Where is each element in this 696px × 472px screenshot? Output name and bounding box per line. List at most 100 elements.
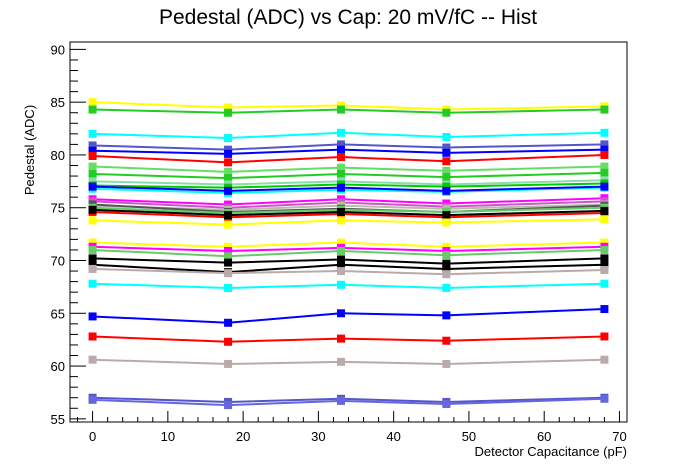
series-7 (88, 168, 609, 183)
data-point (88, 395, 97, 404)
data-point (88, 279, 97, 288)
y-tick-label: 80 (51, 148, 65, 163)
data-point (88, 254, 97, 263)
data-point (336, 207, 345, 216)
series-3 (88, 140, 609, 154)
series-23 (88, 254, 609, 268)
data-point (88, 312, 97, 321)
y-tick-label: 60 (51, 359, 65, 374)
data-point (600, 162, 609, 171)
series-line (92, 218, 605, 226)
data-point (600, 105, 609, 114)
x-tick-label: 70 (612, 429, 626, 444)
data-point (442, 283, 451, 292)
data-point (88, 162, 97, 171)
data-series (88, 98, 609, 410)
x-tick-label: 0 (89, 429, 96, 444)
data-point (442, 400, 451, 409)
data-point (442, 186, 451, 195)
data-point (600, 394, 609, 403)
data-point (442, 166, 451, 175)
series-19 (88, 215, 609, 229)
x-tick-label: 30 (311, 429, 325, 444)
data-point (336, 247, 345, 255)
series-line (92, 101, 605, 111)
data-point (88, 98, 97, 107)
data-point (336, 128, 345, 137)
data-point (336, 145, 345, 154)
series-11 (88, 182, 609, 195)
data-point (600, 245, 609, 254)
series-line (92, 148, 605, 155)
data-point (224, 145, 233, 154)
data-point (442, 182, 451, 191)
x-tick-label: 40 (386, 429, 400, 444)
data-point (442, 251, 451, 260)
series-2 (88, 128, 609, 143)
y-axis-label: Pedestal (ADC) (22, 105, 37, 195)
x-tick-label: 60 (537, 429, 551, 444)
data-point (224, 269, 233, 278)
data-point (224, 211, 233, 220)
data-point (336, 140, 345, 149)
data-point (442, 264, 451, 273)
data-point (224, 134, 233, 143)
series-line (92, 131, 605, 140)
y-tick-label: 90 (51, 42, 65, 57)
data-point (88, 129, 97, 138)
data-point (336, 183, 345, 192)
data-point (600, 266, 609, 274)
data-point (442, 148, 451, 157)
data-point (224, 247, 233, 255)
data-point (88, 245, 97, 254)
data-point (88, 177, 97, 186)
y-tick-label: 75 (51, 201, 65, 216)
y-tick-label: 65 (51, 306, 65, 321)
series-line (92, 308, 605, 324)
data-point (336, 255, 345, 264)
data-point (336, 280, 345, 289)
data-point (336, 153, 345, 162)
series-line (92, 257, 605, 265)
series-25 (88, 264, 609, 279)
data-point (224, 359, 233, 368)
data-point (88, 182, 97, 191)
series-24 (88, 260, 609, 277)
series-5 (88, 150, 609, 167)
data-point (600, 254, 609, 263)
data-point (224, 318, 233, 327)
data-point (336, 238, 345, 247)
series-4 (88, 145, 609, 158)
data-point (336, 169, 345, 178)
data-point (336, 357, 345, 366)
data-point (224, 174, 233, 183)
data-point (442, 242, 451, 251)
data-point (336, 163, 345, 172)
series-29 (88, 355, 609, 368)
data-point (600, 128, 609, 137)
data-point (88, 169, 97, 178)
y-tick-label: 70 (51, 254, 65, 269)
data-point (600, 215, 609, 224)
series-line (92, 171, 605, 180)
data-point (88, 205, 97, 214)
data-point (442, 270, 451, 279)
data-point (88, 152, 97, 160)
data-point (442, 143, 451, 152)
series-line (92, 358, 605, 365)
x-tick-label: 20 (236, 429, 250, 444)
axes: 0 10 20 30 40 50 60 70 55 60 65 70 75 80 85 90 (51, 42, 627, 444)
x-tick-label: 50 (462, 429, 476, 444)
data-point (224, 103, 233, 112)
data-point (442, 108, 451, 117)
series-6 (88, 162, 609, 176)
data-point (88, 260, 97, 269)
series-20 (88, 238, 609, 251)
data-point (442, 247, 451, 255)
x-axis-label: Detector Capacitance (pF) (475, 444, 627, 459)
data-point (600, 150, 609, 159)
plot-frame (69, 41, 628, 423)
data-point (442, 157, 451, 166)
